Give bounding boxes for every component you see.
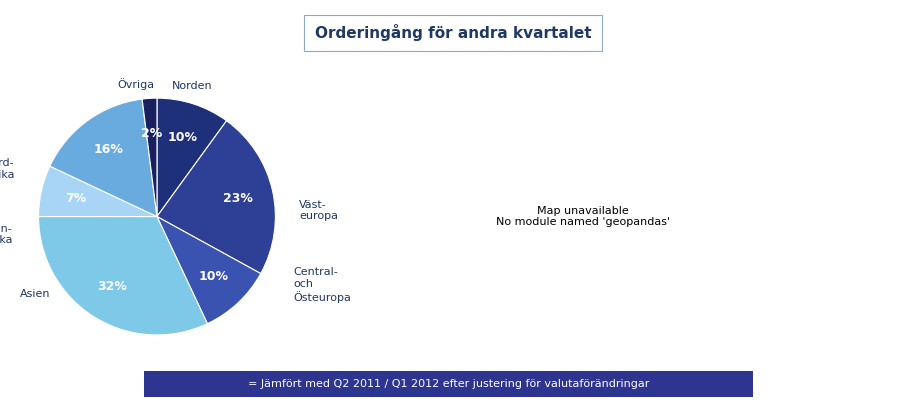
Text: Central-
och
Östeuropa: Central- och Östeuropa — [293, 267, 351, 303]
Text: 23%: 23% — [223, 192, 253, 205]
Wedge shape — [39, 166, 157, 217]
Wedge shape — [50, 99, 157, 217]
Text: 10%: 10% — [199, 270, 229, 284]
Text: 16%: 16% — [93, 143, 123, 156]
Text: 10%: 10% — [168, 131, 197, 144]
Text: 32%: 32% — [98, 280, 127, 293]
Wedge shape — [157, 98, 227, 217]
FancyBboxPatch shape — [304, 15, 602, 51]
Text: 7%: 7% — [65, 192, 87, 205]
Wedge shape — [157, 217, 261, 324]
Wedge shape — [157, 121, 275, 273]
Text: Övriga: Övriga — [118, 78, 154, 90]
Wedge shape — [39, 217, 207, 335]
Text: = Jämfört med Q2 2011 / Q1 2012 efter justering för valutaförändringar: = Jämfört med Q2 2011 / Q1 2012 efter ju… — [248, 379, 649, 389]
Text: 2%: 2% — [141, 128, 162, 140]
Text: Nord-
amerika: Nord- amerika — [0, 158, 15, 180]
Text: Orderingång för andra kvartalet: Orderingång för andra kvartalet — [315, 24, 591, 41]
Text: Norden: Norden — [172, 81, 213, 91]
Text: Latin-
amerika: Latin- amerika — [0, 223, 13, 245]
FancyBboxPatch shape — [144, 371, 753, 397]
Text: Map unavailable
No module named 'geopandas': Map unavailable No module named 'geopand… — [496, 206, 670, 227]
Wedge shape — [142, 98, 157, 217]
Text: Asien: Asien — [20, 288, 50, 298]
Text: Väst-
europa: Väst- europa — [299, 200, 338, 221]
